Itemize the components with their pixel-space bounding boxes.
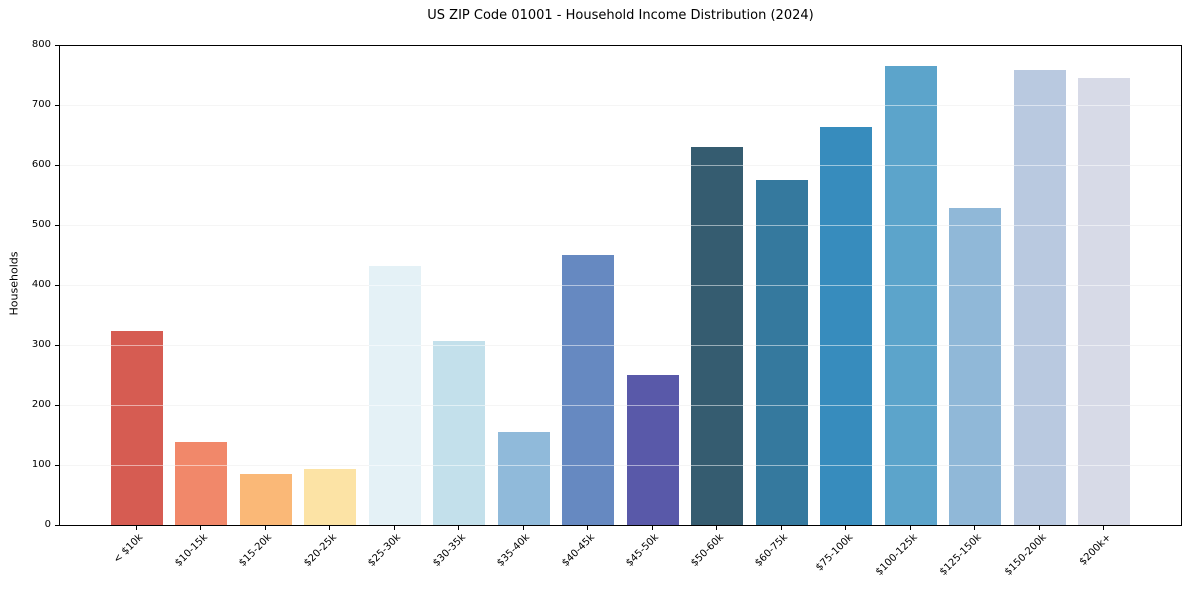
x-tick-label: $10-15k [173, 532, 210, 569]
x-tick [329, 526, 331, 530]
x-tick [651, 526, 653, 530]
y-tick-label: 600 [31, 159, 51, 170]
gridline-100 [60, 465, 1181, 466]
x-tick [1103, 526, 1105, 530]
x-tick-label: $30-35k [431, 532, 468, 569]
bar-$15-20k [239, 474, 292, 525]
bar-$45-50k [626, 375, 679, 525]
y-tick-label: 400 [31, 279, 51, 290]
y-tick [55, 45, 59, 46]
x-tick-label: $50-60k [689, 532, 726, 569]
bar-$10-15k [175, 442, 228, 525]
y-tick [55, 345, 59, 346]
bar-$35-40k [497, 432, 550, 525]
x-tick-label: $150-200k [1002, 532, 1049, 578]
y-tick [55, 285, 59, 286]
x-tick-label: $75-100k [813, 532, 855, 574]
y-tick-label: 0 [44, 519, 51, 530]
gridline-400 [60, 285, 1181, 286]
bar-$20-25k [304, 469, 357, 525]
bar-$40-45k [562, 255, 615, 525]
bar-$200k+ [1078, 78, 1131, 525]
gridline-700 [60, 105, 1181, 106]
bar-$125-150k [949, 208, 1002, 525]
x-tick-label: $20-25k [302, 532, 339, 569]
x-tick-label: $35-40k [495, 532, 533, 569]
plot-area [59, 45, 1182, 526]
bar-$150-200k [1013, 69, 1066, 525]
bar-$100-125k [884, 66, 937, 525]
x-tick [1038, 526, 1040, 530]
y-tick-label: 100 [31, 459, 51, 470]
bar-$50-60k [691, 147, 744, 525]
bar-$25-30k [368, 265, 421, 525]
y-tick-label: 200 [31, 399, 51, 410]
y-tick-label: 300 [31, 339, 51, 350]
x-tick-label: < $10k [111, 532, 146, 566]
gridline-500 [60, 225, 1181, 226]
y-tick [55, 465, 59, 466]
x-tick [716, 526, 718, 530]
bar-< $10k [110, 331, 163, 525]
bar-$30-35k [433, 341, 486, 525]
x-tick-label: $40-45k [560, 532, 597, 569]
x-tick [522, 526, 524, 530]
x-tick [587, 526, 589, 530]
x-tick [135, 526, 137, 530]
x-tick-label: $15-20k [237, 532, 275, 569]
gridline-600 [60, 165, 1181, 166]
y-tick-label: 700 [31, 99, 51, 110]
x-tick [845, 526, 847, 530]
x-tick-label: $45-50k [624, 532, 662, 569]
x-tick [458, 526, 460, 530]
y-tick-label: 800 [31, 39, 51, 50]
x-tick-label: $60-75k [753, 532, 791, 569]
y-tick [55, 225, 59, 226]
bar-$75-100k [820, 127, 873, 525]
x-tick [264, 526, 266, 530]
x-tick [909, 526, 911, 530]
y-tick [55, 165, 59, 166]
x-tick [200, 526, 202, 530]
y-tick-label: 500 [31, 219, 51, 230]
x-tick-label: $100-125k [873, 532, 920, 578]
y-tick [55, 405, 59, 406]
y-tick [55, 525, 59, 526]
chart-title: US ZIP Code 01001 - Household Income Dis… [427, 8, 814, 23]
x-tick-label: $25-30k [366, 532, 404, 569]
y-tick [55, 105, 59, 106]
x-tick-label: $200k+ [1077, 532, 1113, 568]
x-tick [974, 526, 976, 530]
gridline-300 [60, 345, 1181, 346]
x-tick [780, 526, 782, 530]
x-tick-label: $125-150k [938, 532, 984, 578]
gridline-200 [60, 405, 1181, 406]
x-tick [393, 526, 395, 530]
bar-$60-75k [755, 180, 808, 525]
